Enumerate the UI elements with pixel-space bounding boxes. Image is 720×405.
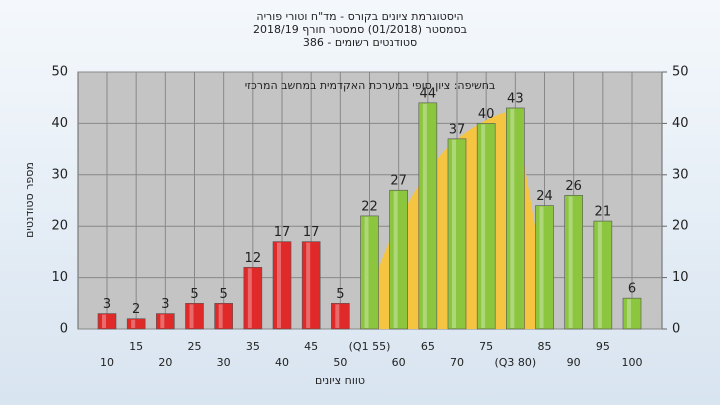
x-tick-label: (Q1 55) [349,340,391,353]
y2-tick-label: 50 [672,65,689,80]
bar-highlight [335,304,340,328]
chart-title: היסטוגרמת ציונים בקורס - מד"ח וטורי פורי… [256,10,463,23]
x-tick-label: 95 [596,340,610,353]
bar [301,241,321,330]
bar [593,220,613,330]
y2-tick-label: 30 [672,167,689,182]
x-tick-label: 70 [450,356,464,369]
value-label: 5 [336,287,344,302]
x-tick-label: 20 [158,356,172,369]
value-label: 22 [361,199,378,214]
value-label: 37 [449,122,466,137]
bar [214,302,233,330]
bar [243,267,263,330]
x-tick-label: 90 [567,356,581,369]
value-label: 40 [478,107,495,122]
bar [185,302,204,330]
chart-subtitle: סטודנטים רשומים - 386 [303,36,417,49]
bar [156,313,175,330]
value-label: 21 [595,205,612,220]
bar-highlight [452,139,456,328]
y-tick-label: 10 [51,270,68,285]
x-tick-label: 60 [392,356,406,369]
bar-highlight [160,314,165,328]
y-tick-label: 40 [51,116,68,131]
x-tick-label: 85 [538,340,552,353]
value-label: 3 [103,297,111,312]
x-tick-label: 25 [188,340,202,353]
annotation: בחשיפה: ציון סופי במערכת האקדמית במחשב ה… [245,79,496,92]
x-tick-label: 40 [275,356,289,369]
value-label: 12 [245,251,262,266]
y-axis-label: מספר סטודנטים [23,162,36,238]
bar [331,302,350,330]
x-axis-label: טווח ציונים [315,374,365,387]
bar-highlight [481,124,486,329]
y2-tick-label: 40 [672,116,689,131]
x-tick-label: 45 [304,340,318,353]
bar [447,138,467,330]
value-label: 17 [303,225,320,240]
bar [622,297,642,330]
value-label: 17 [274,225,291,240]
chart-subtitle: בסמסטר (01/2018) סמסטר חורף 2018/19 [253,23,467,36]
y2-tick-label: 20 [672,219,689,234]
bar-highlight [131,319,136,328]
bar [360,215,379,330]
y-tick-label: 30 [51,167,68,182]
bar [418,102,438,330]
bar-highlight [627,299,631,328]
bar-highlight [306,242,311,328]
x-tick-label: 75 [479,340,493,353]
bar-highlight [568,196,573,328]
value-label: 3 [161,297,169,312]
y-tick-label: 50 [51,65,68,80]
value-label: 27 [390,174,407,189]
bar-highlight [277,242,281,328]
bar-highlight [422,103,427,328]
x-tick-label: 15 [129,340,143,353]
value-label: 43 [507,91,524,106]
bar-highlight [364,216,369,328]
y2-tick-label: 0 [672,322,680,337]
bar [535,205,554,330]
bar-highlight [539,206,544,328]
bar-highlight [102,314,106,328]
bar-highlight [189,304,194,328]
bar-highlight [393,191,398,328]
bar-highlight [218,304,223,328]
bar-highlight [247,268,252,328]
bar [506,107,525,330]
value-label: 5 [220,287,228,302]
value-label: 6 [628,282,636,297]
bar [272,241,292,330]
bar [126,318,146,330]
bar [476,123,496,330]
y-tick-label: 20 [51,219,68,234]
x-tick-label: 100 [622,356,643,369]
bar [97,313,117,330]
x-tick-label: 65 [421,340,435,353]
bar [389,189,408,330]
x-tick-label: 30 [217,356,231,369]
y-tick-label: 0 [60,322,68,337]
bar [564,195,583,330]
bar-highlight [510,108,515,328]
x-tick-label: 10 [100,356,114,369]
y2-tick-label: 10 [672,270,689,285]
value-label: 26 [565,179,582,194]
value-label: 24 [536,189,553,204]
bar-highlight [597,222,602,328]
value-label: 44 [420,86,437,101]
x-tick-label: 50 [333,356,347,369]
value-label: 5 [190,287,198,302]
x-tick-label: 35 [246,340,260,353]
value-label: 2 [132,302,140,317]
x-tick-label: (Q3 80) [494,356,536,369]
